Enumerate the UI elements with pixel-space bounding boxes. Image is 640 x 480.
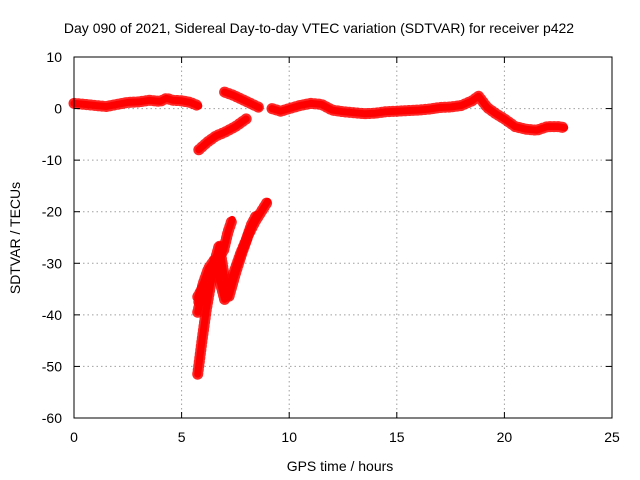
- y-tick-label: -60: [42, 410, 62, 426]
- y-tick-label: -30: [42, 255, 62, 271]
- x-axis-label: GPS time / hours: [287, 458, 394, 474]
- plot-frame: [73, 56, 613, 419]
- series-markers-arc-mid-1: [219, 86, 265, 113]
- series-markers-arc-main-1: [68, 92, 205, 112]
- y-tick-label: -20: [42, 204, 62, 220]
- y-tick-label: 0: [54, 101, 62, 117]
- y-tick-label: -10: [42, 152, 62, 168]
- grid-lines: [74, 57, 612, 418]
- x-tick-label: 5: [178, 429, 186, 445]
- y-tick-label: -40: [42, 307, 62, 323]
- y-axis-label: SDTVAR / TECUs: [7, 182, 23, 294]
- x-tick-label: 20: [497, 429, 513, 445]
- x-tick-label: 0: [70, 429, 78, 445]
- axis-ticks: 0 5 10 15 20 25 -60 -50 -40 -30 -20 -10 0 10: [42, 49, 620, 445]
- series-markers-arc-drop-4: [192, 268, 218, 303]
- x-tick-label: 15: [389, 429, 405, 445]
- y-tick-label: 10: [46, 49, 62, 65]
- y-tick-label: -50: [42, 358, 62, 374]
- x-tick-label: 10: [281, 429, 297, 445]
- x-tick-label: 25: [604, 429, 620, 445]
- data-series: [68, 86, 571, 380]
- series-markers-arc-rise-1: [193, 113, 252, 156]
- series-markers-arc-main-2: [266, 90, 571, 136]
- chart-title: Day 090 of 2021, Sidereal Day-to-day VTE…: [64, 20, 574, 36]
